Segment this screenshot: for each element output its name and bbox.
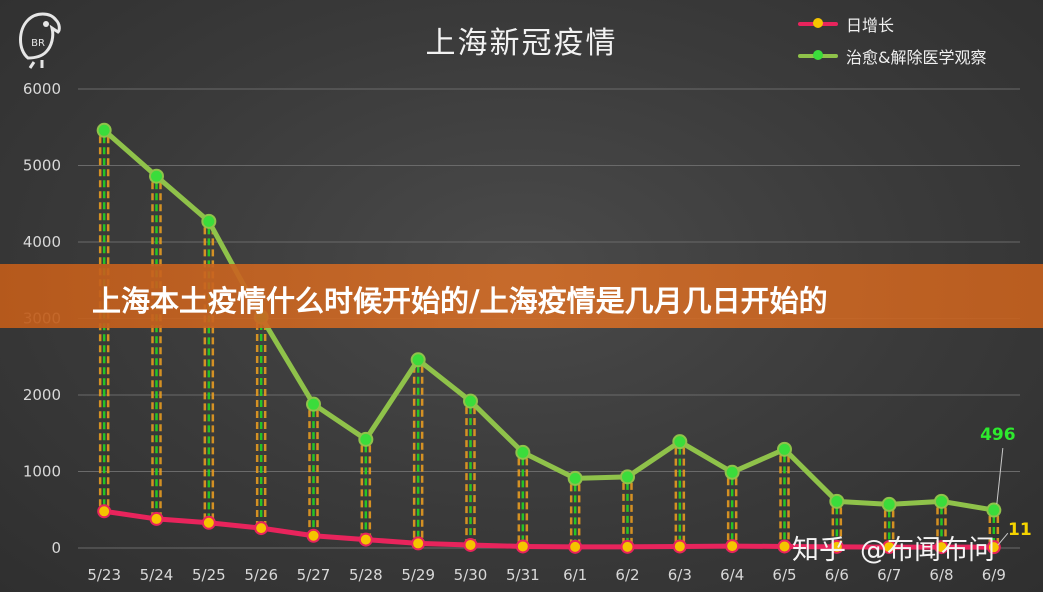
x-tick-label: 6/2 (615, 566, 639, 584)
x-tick-label: 5/25 (192, 566, 226, 584)
daily-point (149, 511, 164, 526)
y-tick-label: 1000 (23, 463, 61, 481)
recovered-point (201, 213, 217, 229)
daily-point (777, 539, 792, 554)
legend-label-recovered: 治愈&解除医学观察 (846, 48, 987, 67)
daily-point (254, 521, 269, 536)
daily-point (411, 536, 426, 551)
x-tick-label: 5/31 (506, 566, 540, 584)
y-tick-label: 0 (51, 539, 61, 557)
recovered-point (777, 441, 792, 457)
legend-swatch-daily (798, 18, 838, 29)
daily-point (882, 540, 897, 555)
daily-point (829, 539, 844, 554)
x-tick-label: 5/29 (401, 566, 435, 584)
x-tick-label: 6/1 (563, 566, 587, 584)
x-tick-label: 6/8 (929, 566, 953, 584)
daily-point (620, 539, 635, 554)
recovered-point (567, 470, 583, 486)
daily-point (725, 539, 740, 554)
legend-item-daily: 日增长 (798, 8, 1038, 40)
daily-point (201, 515, 216, 530)
daily-point (672, 539, 687, 554)
recovered-point (410, 352, 426, 368)
watermark-handle: @布闻布问 (860, 535, 995, 566)
watermark: 知乎 @布闻布问 (792, 528, 995, 567)
headline-text: 上海本土疫情什么时候开始的/上海疫情是几月几日开始的 (92, 284, 828, 318)
daily-point (568, 539, 583, 554)
x-tick-label: 6/3 (668, 566, 692, 584)
watermark-brand: 知乎 (792, 535, 846, 566)
recovered-point (672, 434, 688, 450)
y-tick-label: 4000 (23, 233, 61, 251)
recovered-point (358, 431, 374, 447)
recovered-point (829, 493, 845, 509)
recovered-point (724, 464, 740, 480)
parrot-logo: BR (8, 6, 72, 70)
recovered-point (96, 122, 112, 138)
recovered-point (881, 496, 897, 512)
annotation-leader (996, 448, 1004, 505)
daily-series-line (101, 508, 997, 550)
x-tick-label: 5/28 (349, 566, 383, 584)
daily-point (358, 532, 373, 547)
chart-title: 上海新冠疫情 (425, 26, 618, 61)
x-tick-label: 5/24 (140, 566, 174, 584)
chart-legend: 日增长 治愈&解除医学观察 (798, 8, 1038, 72)
recovered-point (463, 393, 478, 409)
recovered-point (986, 502, 1002, 518)
x-tick-label: 5/27 (297, 566, 331, 584)
recovered-point (149, 168, 164, 184)
headline-banner: 上海本土疫情什么时候开始的/上海疫情是几月几日开始的 (0, 264, 1043, 328)
recovered-point (306, 396, 321, 412)
y-tick-label: 6000 (23, 80, 61, 98)
x-tick-label: 6/5 (772, 566, 796, 584)
daily-point (515, 539, 530, 554)
recovered-point (934, 493, 949, 509)
daily-point (463, 537, 478, 552)
x-tick-label: 5/26 (244, 566, 278, 584)
legend-item-recovered: 治愈&解除医学观察 (798, 40, 1038, 72)
x-tick-label: 6/7 (877, 566, 901, 584)
recovered-last-value-label: 496 (980, 425, 1016, 445)
annotation-leader (997, 532, 1009, 546)
x-tick-label: 6/4 (720, 566, 744, 584)
x-tick-label: 6/6 (825, 566, 849, 584)
daily-last-value-label: 11 (1008, 520, 1032, 540)
logo-text: BR (31, 38, 45, 49)
daily-point (986, 540, 1001, 555)
x-tick-label: 6/9 (982, 566, 1006, 584)
x-tick-label: 5/23 (87, 566, 121, 584)
recovered-point (515, 444, 531, 460)
daily-point (306, 528, 321, 543)
daily-point (97, 504, 112, 519)
x-tick-label: 5/30 (454, 566, 488, 584)
legend-swatch-recovered (798, 50, 838, 61)
y-tick-label: 5000 (23, 157, 61, 175)
y-tick-label: 2000 (23, 386, 61, 404)
recovered-point (620, 469, 635, 485)
legend-label-daily: 日增长 (846, 16, 895, 35)
daily-point (934, 540, 949, 555)
